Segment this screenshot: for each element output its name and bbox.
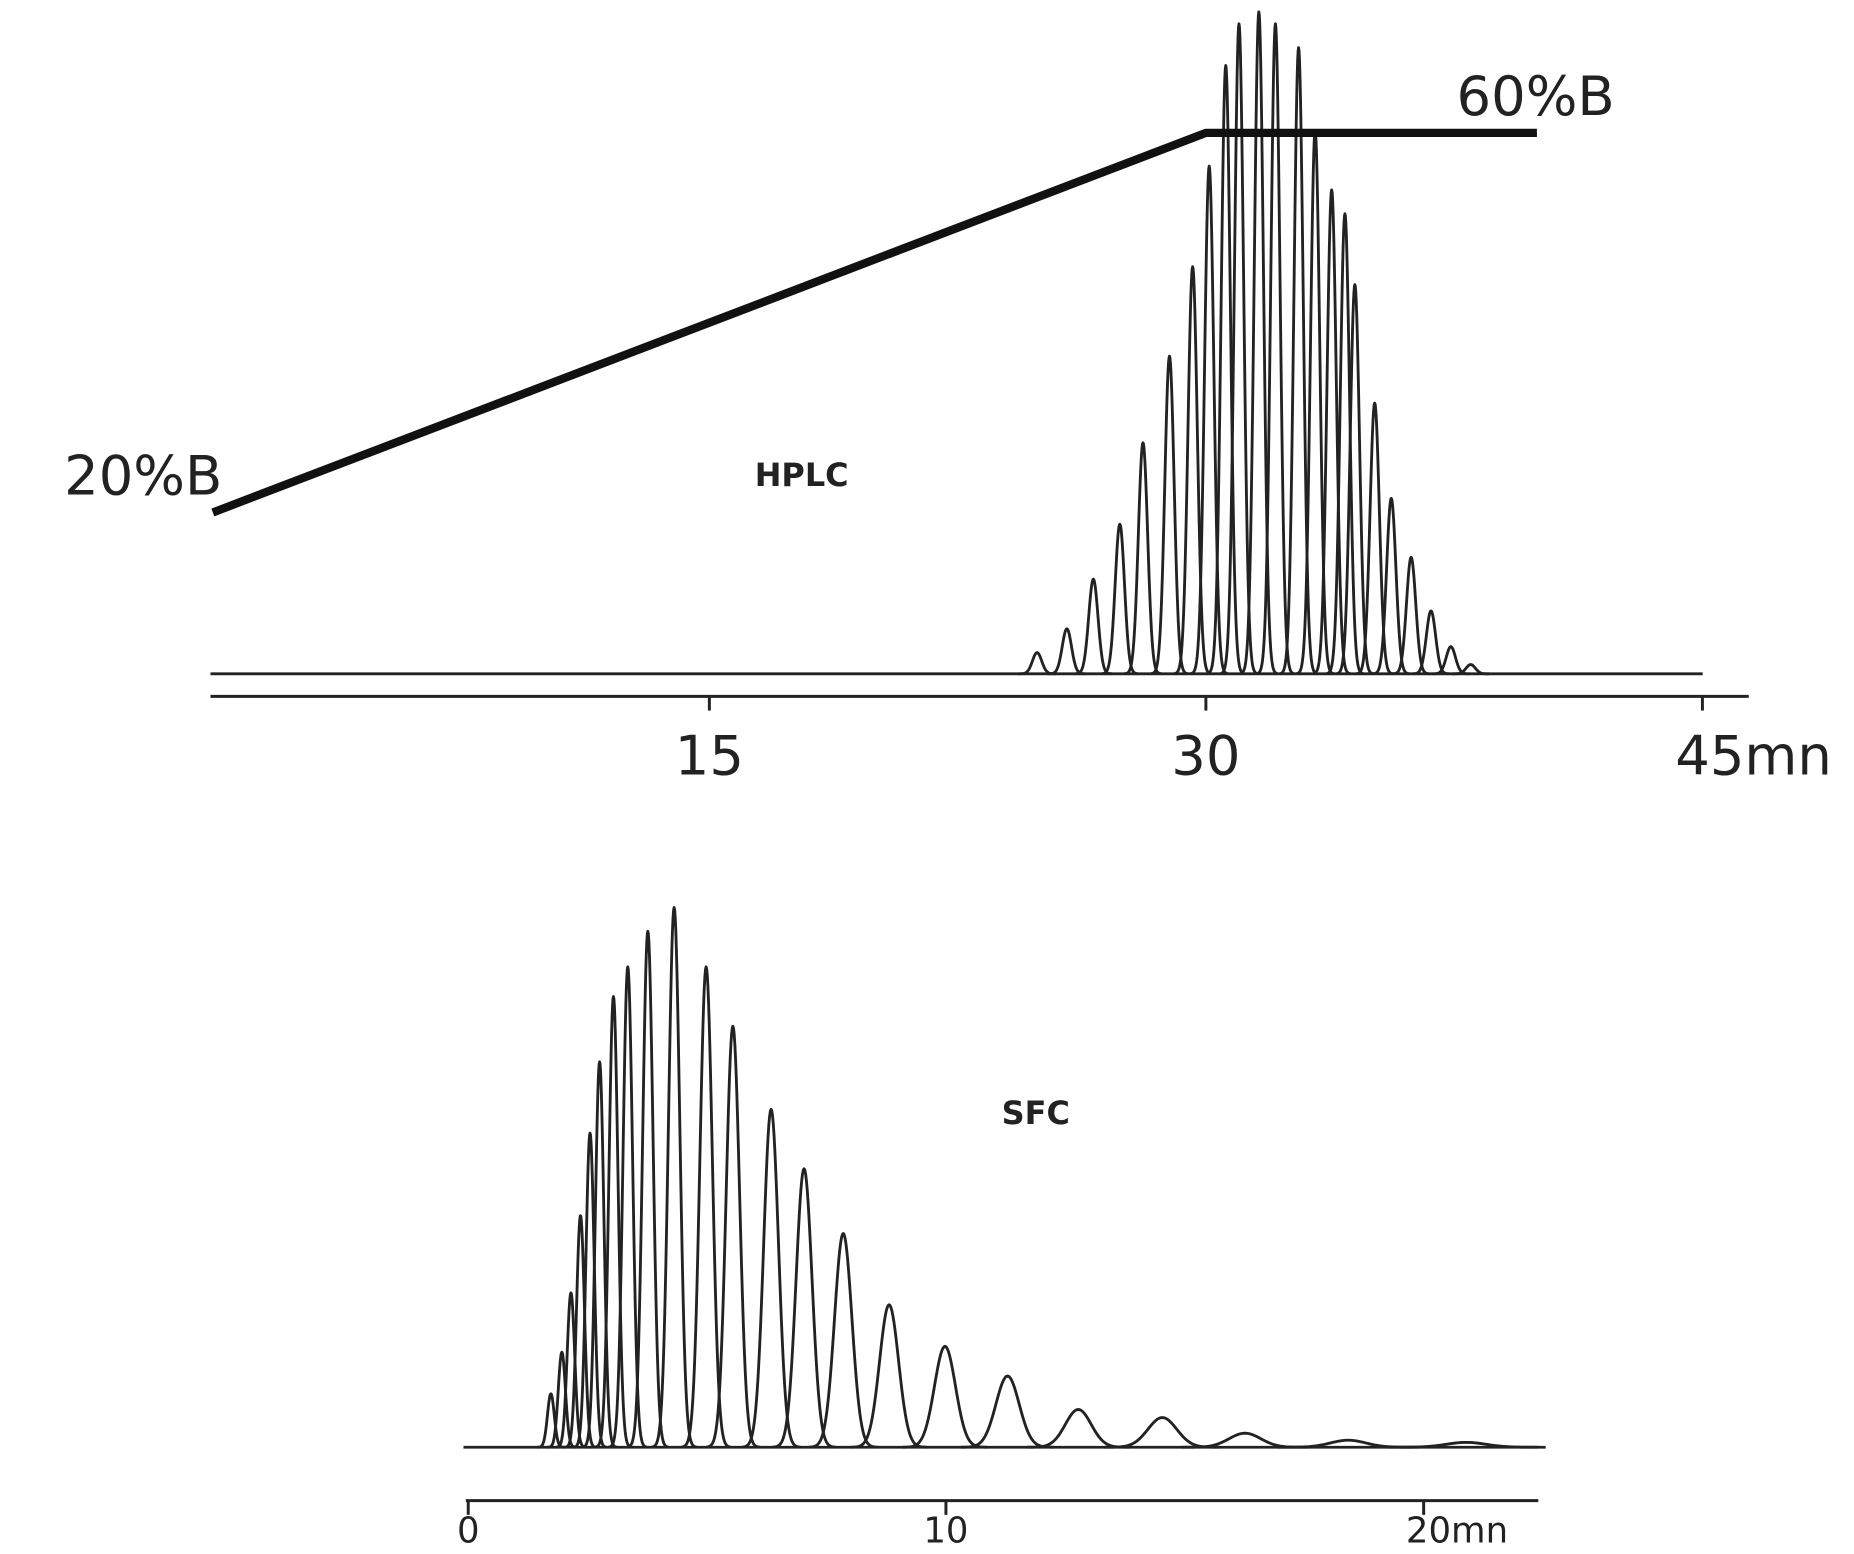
peak bbox=[1073, 577, 1113, 676]
peak bbox=[1355, 401, 1395, 676]
peak bbox=[1173, 265, 1213, 676]
peak bbox=[1017, 651, 1057, 676]
chart-title: SFC bbox=[1002, 1094, 1070, 1132]
peak bbox=[1411, 609, 1451, 676]
peak bbox=[626, 929, 670, 1449]
x-tick-label: 0 bbox=[457, 1511, 480, 1552]
peak bbox=[1104, 1416, 1220, 1449]
peak bbox=[554, 1291, 588, 1449]
peak bbox=[1335, 283, 1375, 676]
gradient-line bbox=[211, 128, 1537, 517]
peak bbox=[1100, 522, 1140, 676]
gradient-label: 20%B bbox=[64, 443, 222, 507]
peak bbox=[1325, 212, 1365, 676]
peak bbox=[1386, 1440, 1546, 1449]
peak bbox=[771, 1167, 837, 1449]
peak bbox=[1451, 663, 1491, 676]
peak bbox=[563, 1214, 598, 1449]
peak bbox=[1255, 22, 1295, 675]
peak bbox=[808, 1232, 879, 1449]
x-tick-label: 15 bbox=[675, 723, 744, 787]
peak bbox=[960, 1374, 1055, 1449]
peak bbox=[680, 965, 732, 1449]
peak bbox=[546, 1350, 578, 1449]
gradient-label: 60%B bbox=[1457, 64, 1615, 128]
x-tick-label: 10 bbox=[923, 1511, 968, 1552]
peak bbox=[1123, 441, 1163, 676]
x-tick-label: 20mn bbox=[1406, 1511, 1508, 1552]
peak bbox=[1219, 22, 1259, 675]
peak bbox=[594, 995, 633, 1449]
peak bbox=[1189, 164, 1229, 676]
peak bbox=[1371, 496, 1411, 676]
peak bbox=[1149, 354, 1189, 676]
peak bbox=[1239, 10, 1279, 675]
peak bbox=[581, 1060, 618, 1449]
chart-title: HPLC bbox=[755, 456, 849, 494]
peak bbox=[1047, 627, 1087, 676]
peak bbox=[1206, 64, 1246, 675]
peak bbox=[607, 965, 648, 1449]
peak bbox=[1026, 1408, 1130, 1449]
peak bbox=[1391, 555, 1431, 676]
peak bbox=[902, 1344, 988, 1449]
peak bbox=[850, 1303, 928, 1449]
peak bbox=[1279, 46, 1319, 675]
x-tick-label: 45mn bbox=[1675, 723, 1832, 787]
peak bbox=[740, 1107, 802, 1449]
x-tick-label: 30 bbox=[1171, 723, 1240, 787]
